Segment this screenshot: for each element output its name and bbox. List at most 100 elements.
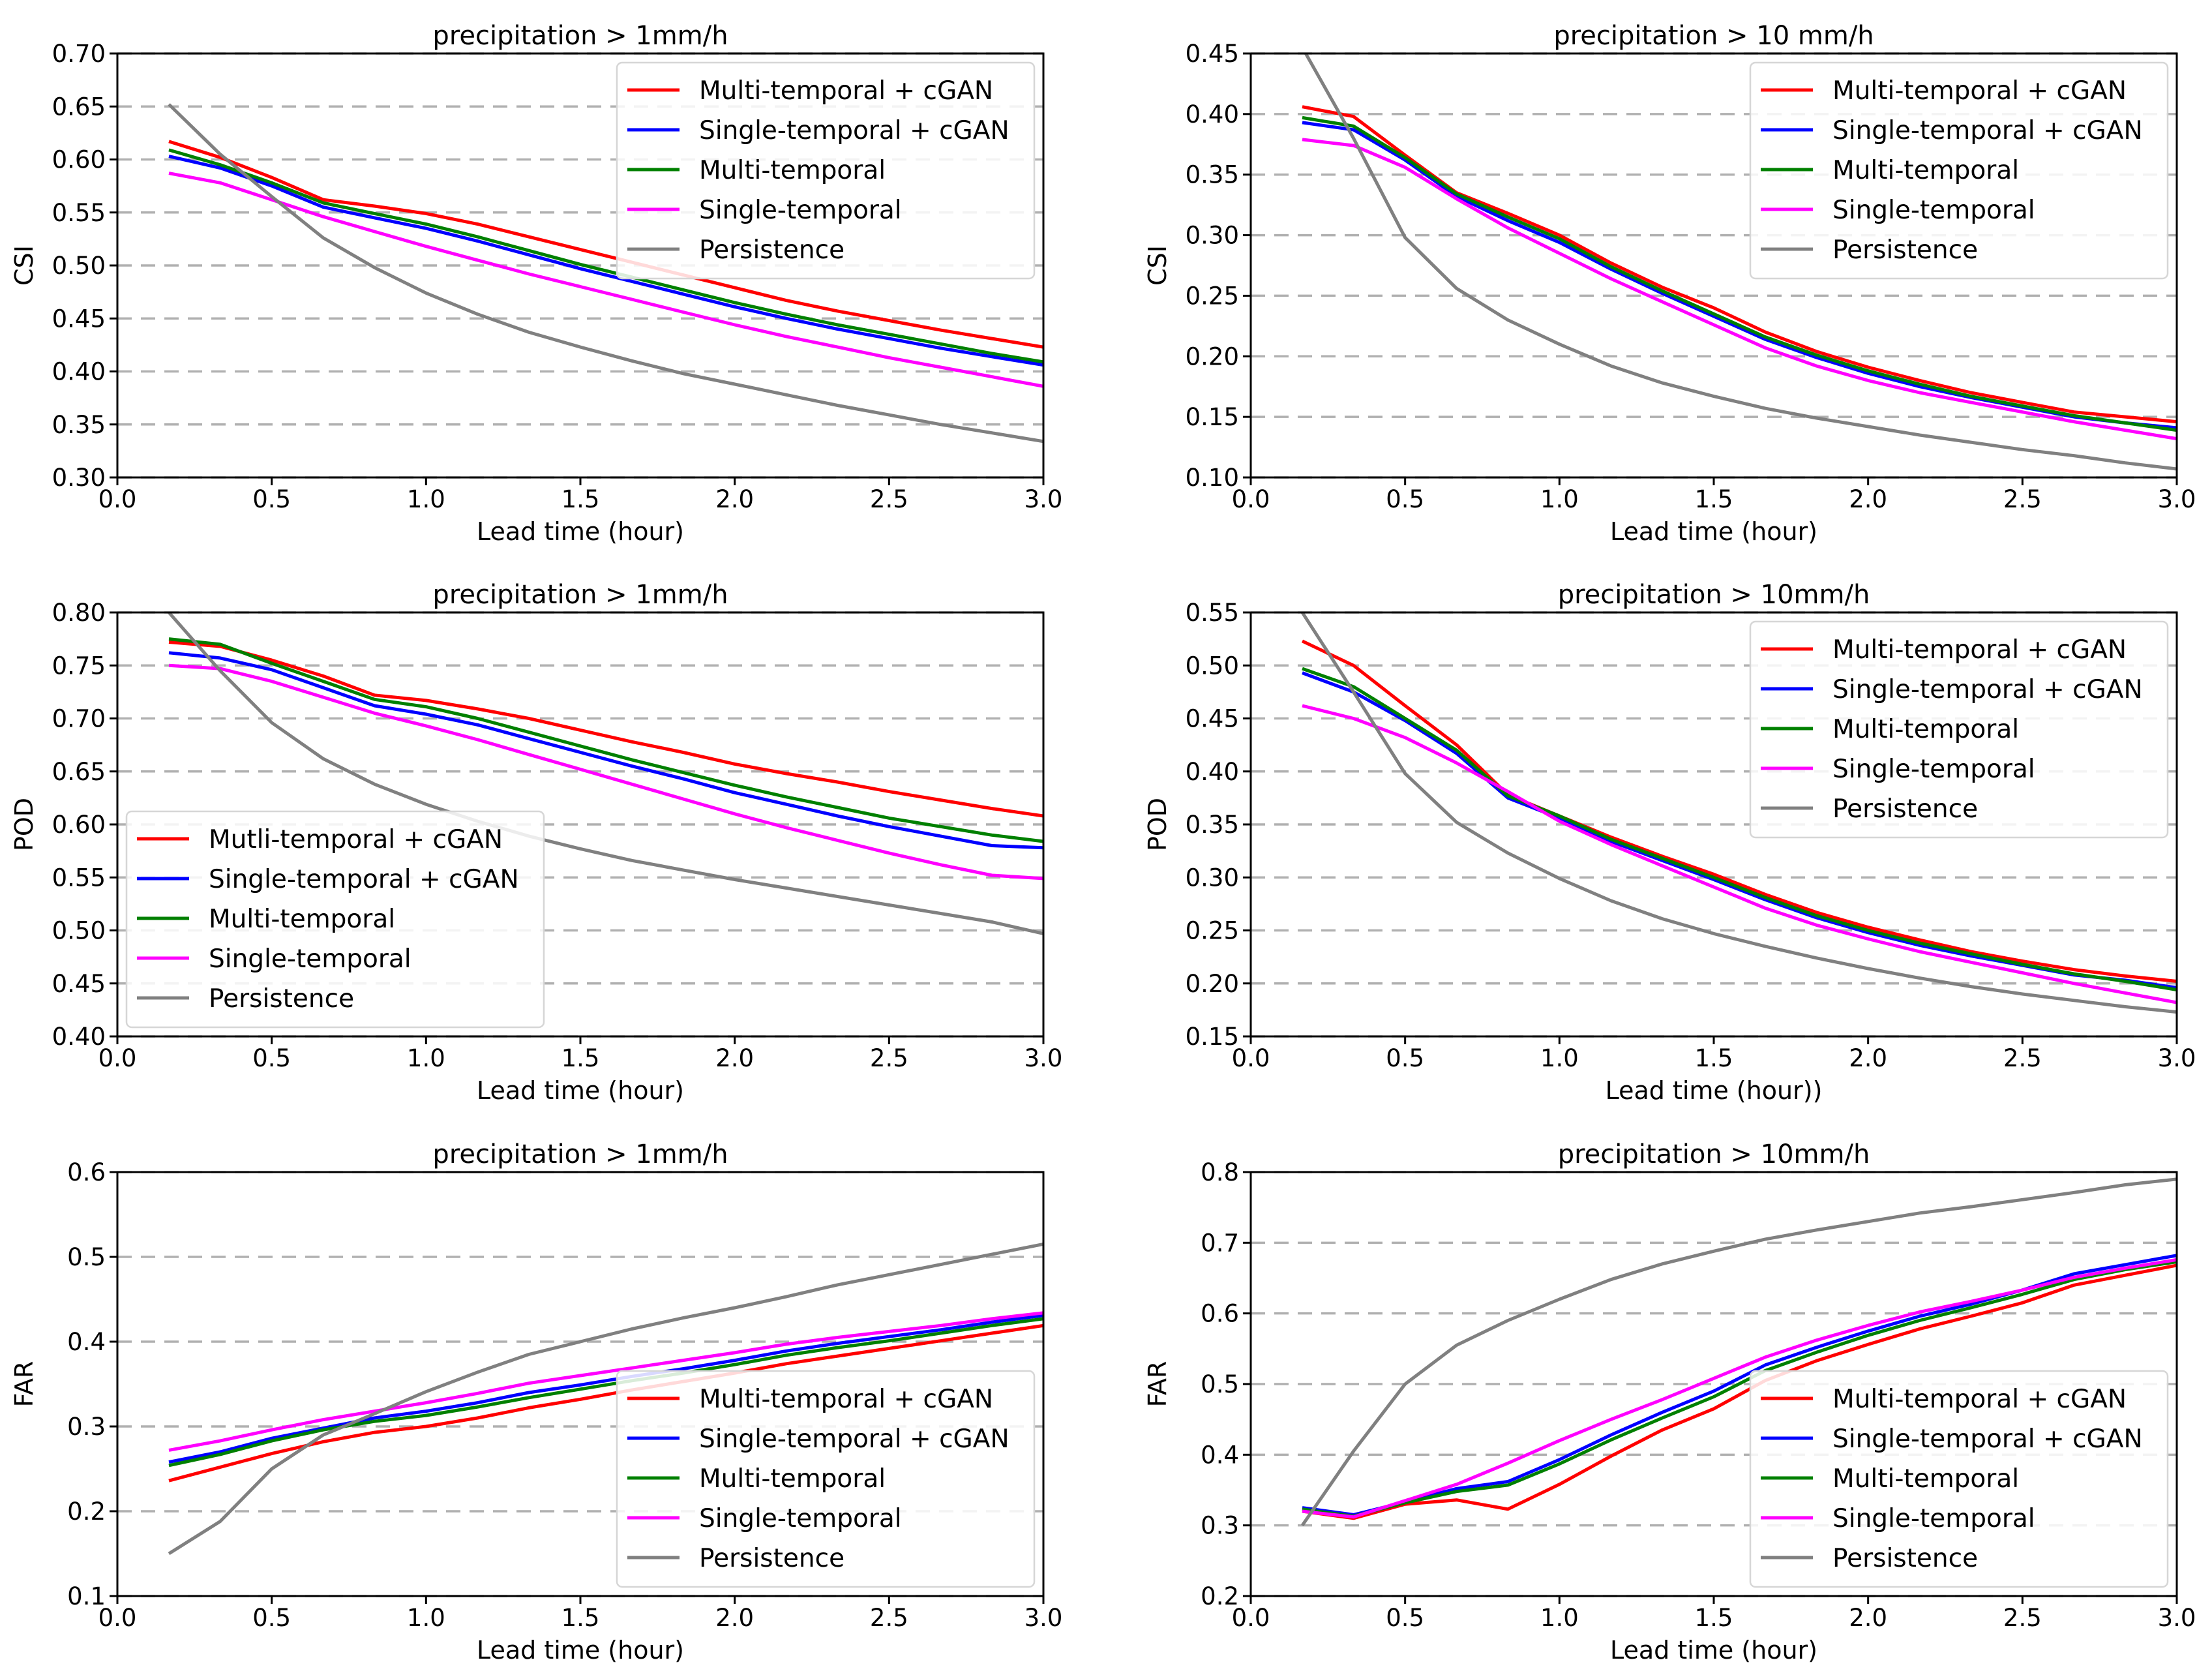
y-tick-label: 0.15 [1186,1023,1239,1051]
far-1mm-panel: 0.1 0.2 0.3 0.4 0.5 0.6 0.0 0.5 1.0 1.5 2.0 2.5 3.0 p… [10,1139,1062,1665]
y-tick-label: 0.4 [67,1328,106,1356]
y-tick-label: 0.80 [52,599,106,627]
pod-1mm-panel: 0.40 0.45 0.50 0.55 0.60 0.65 0.70 0.75 0.80 0.0 0… [10,580,1062,1105]
x-tick-label: 2.5 [2003,1044,2042,1072]
chart-title: precipitation > 1mm/h [432,580,728,610]
y-tick-label: 0.2 [67,1498,106,1526]
series-line-multi-temporal [1302,115,2177,432]
series-line-multi-temporal [168,148,1043,364]
legend-label: Single-temporal [699,196,902,225]
series-line-single-temporal [168,1311,1043,1452]
y-tick-label: 0.55 [52,199,106,227]
y-tick-label: 0.45 [52,305,106,333]
y-axis-label: FAR [1143,1361,1172,1408]
y-tick-label: 0.35 [1186,161,1239,189]
x-tick-label: 0.0 [1232,485,1270,513]
legend-label: Persistence [1832,794,1978,824]
y-tick-label: 0.50 [52,917,106,945]
x-tick-label: 1.0 [1540,1604,1579,1632]
y-tick-label: 0.65 [52,93,106,121]
legend-label: Persistence [699,235,844,265]
y-tick-label: 0.35 [52,411,106,439]
legend-label: Multi-temporal [209,905,395,934]
legend-label: Multi-temporal [699,156,886,185]
x-tick-label: 0.0 [98,1044,137,1072]
chart-title: precipitation > 1mm/h [432,21,728,51]
legend-label: Single-temporal + cGAN [699,116,1009,145]
y-tick-label: 0.40 [52,1023,106,1051]
series-line-multi-temporal [168,637,1043,843]
x-tick-label: 3.0 [2158,1604,2196,1632]
legend-box [616,61,1036,280]
series-line-single-temporal [168,172,1043,388]
x-tick-label: 0.0 [98,485,137,513]
x-tick-label: 1.0 [407,1604,445,1632]
x-tick-label: 1.0 [407,1044,445,1072]
y-tick-label: 0.50 [1186,652,1239,680]
y-tick-label: 0.4 [1201,1441,1239,1469]
chart-title: precipitation > 10mm/h [1558,1139,1870,1169]
y-axis-label: FAR [10,1361,38,1408]
y-tick-label: 0.25 [1186,917,1239,945]
series-line-persistence [168,612,1043,935]
legend-label: Multi-temporal [1832,156,2019,185]
legend: Multi-temporal + cGAN Single-temporal + c… [1749,61,2169,280]
y-tick-label: 0.8 [1201,1158,1239,1186]
x-tick-label: 3.0 [1024,1604,1063,1632]
series-line-multi-temporal-cgan [1301,639,2177,983]
x-tick-label: 0.5 [1386,1044,1424,1072]
y-tick-label: 0.75 [52,652,106,680]
y-tick-label: 0.6 [1201,1300,1239,1328]
y-tick-label: 0.35 [1186,811,1239,839]
series-line-single-temporal-cgan [168,1314,1043,1464]
legend-label: Single-temporal + cGAN [1832,1424,2143,1454]
y-tick-label: 0.70 [52,40,106,68]
y-axis-label: CSI [1143,245,1172,286]
x-tick-label: 2.0 [715,1044,754,1072]
y-tick-label: 0.30 [52,464,106,492]
x-tick-label: 0.0 [98,1604,137,1632]
x-tick-label: 2.5 [870,1044,908,1072]
series-line-multi-temporal [1302,667,2177,991]
legend-label: Persistence [1832,235,1978,265]
series-line-multi-temporal-cgan [1302,1263,2177,1520]
y-tick-label: 0.70 [52,705,106,733]
y-tick-label: 0.60 [52,811,106,839]
x-tick-label: 2.0 [1849,1604,1887,1632]
x-tick-label: 2.5 [870,1604,908,1632]
x-tick-label: 1.5 [561,1604,600,1632]
legend-label: Single-temporal + cGAN [209,865,519,894]
y-tick-label: 0.25 [1186,282,1239,310]
chart-title: precipitation > 1mm/h [432,1139,728,1169]
x-tick-label: 2.0 [1849,485,1887,513]
legend-label: Multi-temporal + cGAN [1832,76,2127,106]
y-tick-label: 0.65 [52,758,106,786]
x-axis-label: Lead time (hour) [1610,517,1817,546]
y-tick-label: 0.10 [1186,464,1239,492]
series-line-single-temporal [168,663,1043,881]
x-tick-label: 0.5 [1386,485,1424,513]
pod-10mm-panel: 0.15 0.20 0.25 0.30 0.35 0.40 0.45 0.50 0.55 0.0 0… [1143,580,2196,1105]
x-tick-label: 1.5 [561,485,600,513]
series-line-multi-temporal-cgan [168,140,1043,349]
legend-box [616,1370,1036,1588]
y-tick-label: 0.3 [1201,1512,1239,1540]
legend-box [1749,1370,2169,1588]
legend-label: Multi-temporal + cGAN [1832,635,2127,665]
y-tick-label: 0.5 [67,1243,106,1271]
x-tick-label: 1.5 [1695,1044,1733,1072]
legend-label: Single-temporal [1832,755,2035,784]
y-tick-label: 0.3 [67,1413,106,1441]
legend-label: Multi-temporal [1832,715,2019,744]
legend-label: Single-temporal [1832,1504,2035,1533]
x-tick-label: 2.0 [715,1604,754,1632]
y-tick-label: 0.15 [1186,403,1239,431]
legend-label: Multi-temporal + cGAN [699,76,993,106]
x-axis-label: Lead time (hour)) [1606,1076,1823,1105]
x-tick-label: 0.5 [252,1604,291,1632]
legend-label: Multi-temporal [1832,1464,2019,1494]
legend-label: Single-temporal + cGAN [1832,675,2143,704]
y-tick-label: 0.40 [1186,758,1239,786]
far-10mm-panel: 0.2 0.3 0.4 0.5 0.6 0.7 0.8 0.0 0.5 1.0 1.5 2.0 2.5 3… [1143,1139,2196,1665]
series-line-single-temporal [1302,704,2177,1004]
